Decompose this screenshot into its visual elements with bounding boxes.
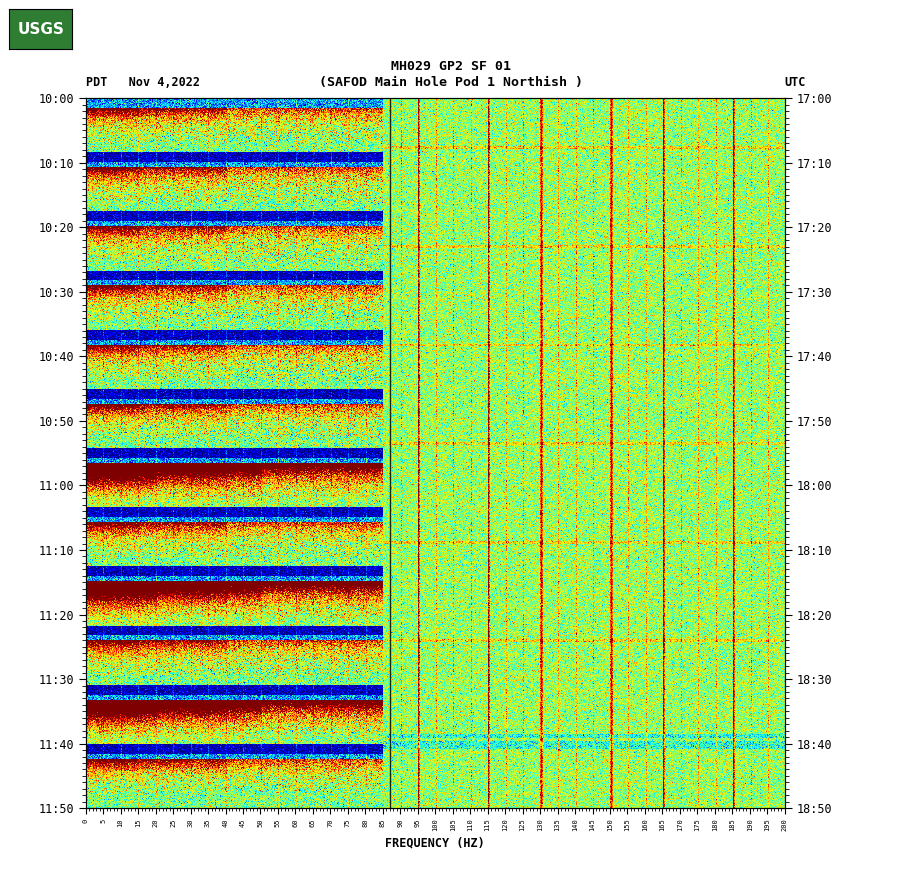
Text: UTC: UTC — [785, 76, 806, 88]
Text: PDT   Nov 4,2022: PDT Nov 4,2022 — [86, 76, 199, 88]
Text: MH029 GP2 SF 01: MH029 GP2 SF 01 — [391, 61, 511, 73]
Text: USGS: USGS — [17, 21, 64, 37]
X-axis label: FREQUENCY (HZ): FREQUENCY (HZ) — [385, 837, 485, 850]
Text: (SAFOD Main Hole Pod 1 Northish ): (SAFOD Main Hole Pod 1 Northish ) — [319, 76, 583, 88]
